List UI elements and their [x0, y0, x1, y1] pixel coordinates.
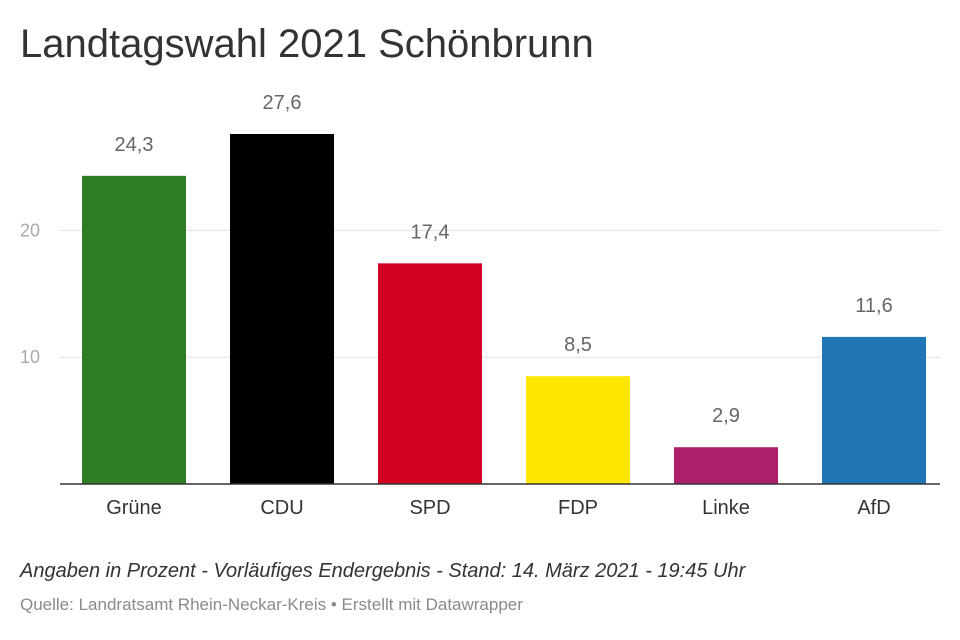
- bar-value-label: 8,5: [564, 334, 592, 356]
- x-tick-label: SPD: [409, 497, 450, 519]
- bar-value-label: 24,3: [115, 134, 154, 156]
- bar-value-label: 2,9: [712, 405, 740, 427]
- bar: [526, 376, 630, 484]
- bar: [822, 336, 926, 484]
- bar: [378, 263, 482, 484]
- chart-title: Landtagswahl 2021 Schönbrunn: [20, 22, 594, 66]
- x-tick-label: FDP: [558, 497, 598, 519]
- x-tick-label: CDU: [260, 497, 303, 519]
- bar: [674, 447, 778, 484]
- chart-note: Angaben in Prozent - Vorläufiges Enderge…: [20, 560, 746, 582]
- bar: [230, 134, 334, 484]
- y-tick-label: 20: [20, 220, 40, 240]
- chart-source: Quelle: Landratsamt Rhein-Neckar-Kreis •…: [20, 595, 523, 614]
- x-tick-label: AfD: [857, 497, 890, 519]
- x-tick-label: Grüne: [106, 497, 162, 519]
- bar-value-label: 17,4: [411, 221, 450, 243]
- x-tick-label: Linke: [702, 497, 750, 519]
- bar-value-label: 11,6: [855, 295, 892, 317]
- bar-layer: [82, 134, 926, 484]
- label-layer: 24,3 Grüne 27,6 CDU 17,4 SPD 8,5 FDP 2,9 Linke 11,…: [106, 92, 893, 519]
- bar: [82, 175, 186, 484]
- bar-value-label: 27,6: [263, 92, 302, 114]
- grid-layer: 10 20: [20, 220, 940, 367]
- y-tick-label: 10: [20, 347, 40, 367]
